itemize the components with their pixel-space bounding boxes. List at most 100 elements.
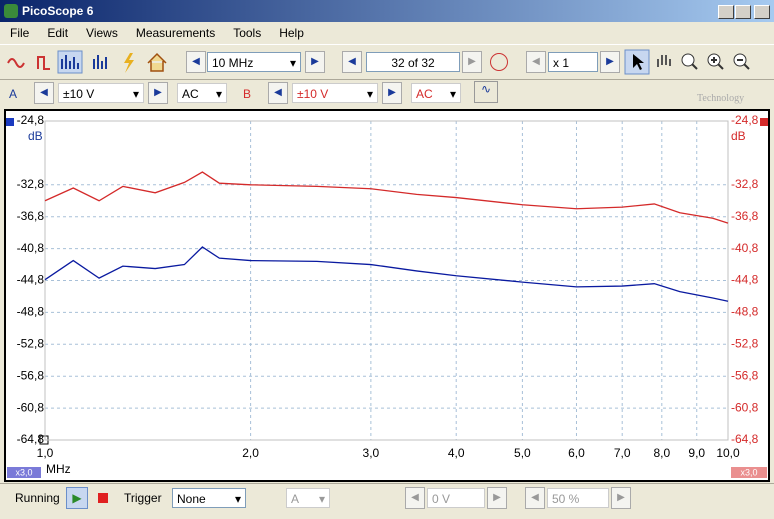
x-tick-label: 2,0 [242,446,259,460]
y2-tick-label: -24,8 [731,113,759,127]
menu-item[interactable]: Edit [47,26,69,40]
trigger-label: Trigger [124,491,162,505]
y-unit-label: dB [28,129,43,143]
buffer-prev[interactable]: ◀ [342,51,362,73]
trace [44,171,729,224]
trigger-level: 0 V [427,488,485,508]
x-tick-label: 5,0 [514,446,531,460]
maximize-button[interactable] [735,5,751,19]
buffer-navigator[interactable] [490,53,508,71]
advanced-options[interactable]: ∿ [474,81,498,103]
start-button[interactable]: ▶ [66,487,88,509]
zoom-up[interactable]: ▶ [600,51,620,73]
menu-bar: File Edit Views Measurements Tools Help [0,22,774,44]
app-icon [4,4,18,18]
pre-trigger-up[interactable]: ▶ [611,487,631,509]
trigger-level-up[interactable]: ▶ [487,487,507,509]
channel-b-range[interactable]: ±10 V ▾ [292,83,378,103]
y2-unit-label: dB [731,129,746,143]
y2-tick-label: -36,8 [731,209,759,223]
x-tick-label: 4,0 [448,446,465,460]
channel-toolbar: A ◀ ±10 V ▾ ▶ AC ▾ B ◀ ±10 V ▾ ▶ AC ▾ ∿ Tech… [0,78,774,108]
y-tick-label: -32,8 [17,177,45,191]
channel-a-range[interactable]: ±10 V ▾ [58,83,144,103]
zoom-down[interactable]: ◀ [526,51,546,73]
trace [44,246,729,302]
y-tick-label: -48,8 [17,305,45,319]
pre-trigger: 50 % [547,488,609,508]
y-tick-label: -40,8 [17,241,45,255]
chart: -24,8 -24,8 -32,8 -32,8 -36,8 -36,8 -40,8 -40,8… [4,109,770,482]
buffer-next[interactable]: ▶ [462,51,482,73]
x-tick-label: 6,0 [568,446,585,460]
channel-b-range-down[interactable]: ◀ [268,82,288,104]
x-scale-label: x3,0 [15,467,32,477]
y2-tick-label: -64,8 [731,432,759,446]
zoom-tools [624,49,750,75]
trigger-channel[interactable]: A ▾ [286,488,330,508]
y2-tick-label: -44,8 [731,273,759,287]
x-tick-label: 3,0 [363,446,380,460]
channel-b-coupling-value: AC [416,87,433,101]
zoom-value: x 1 [548,52,598,72]
y-tick-label: -56,8 [17,368,45,382]
y-tick-label: -24,8 [17,113,45,127]
run-state: Running [15,491,60,505]
y2-tick-label: -48,8 [731,305,759,319]
toolbar: ◀ 10 MHz ▾ ▶ ◀ 32 of 32 ▶ ◀ x 1 ▶ [0,44,774,80]
close-button[interactable] [754,5,770,19]
pre-trigger-down[interactable]: ◀ [525,487,545,509]
x-scale-badge [7,467,41,478]
trigger-channel-value: A [291,492,300,506]
y-tick-label: -60,8 [17,400,45,414]
channel-a-range-down[interactable]: ◀ [34,82,54,104]
channel-a-coupling[interactable]: AC ▾ [177,83,227,103]
x-tick-label: 10,0 [716,446,740,460]
y-tick-label: -36,8 [17,209,45,223]
timebase-down[interactable]: ◀ [186,51,206,73]
y2-tick-label: -40,8 [731,241,759,255]
menu-item[interactable]: Measurements [135,26,216,40]
channel-a-range-up[interactable]: ▶ [148,82,168,104]
buffer-index: 32 of 32 [366,52,460,72]
channel-b-range-value: ±10 V [297,87,329,101]
channel-b-marker [760,118,768,126]
x2-scale-label: x3,0 [740,467,757,477]
x2-scale-badge [731,467,767,478]
timebase-value: 10 MHz [212,56,254,70]
y-tick-label: -52,8 [17,336,45,350]
channel-a-coupling-value: AC [182,87,199,101]
menu-item[interactable]: File [10,26,30,40]
channel-a-marker [6,118,14,126]
x-tick-label: 8,0 [653,446,670,460]
y2-tick-label: -32,8 [731,177,759,191]
y2-tick-label: -52,8 [731,336,759,350]
y-tick-label: -44,8 [17,273,45,287]
plot-border [44,120,729,441]
menu-item[interactable]: Views [86,26,118,40]
channel-b-range-up[interactable]: ▶ [382,82,402,104]
chart-frame [4,109,770,482]
channel-b-coupling[interactable]: AC ▾ [411,83,461,103]
timebase-select[interactable]: 10 MHz ▾ [207,52,301,72]
timebase-up[interactable]: ▶ [305,51,325,73]
y-tick-label: -64,8 [17,432,45,446]
minimize-button[interactable] [718,5,734,19]
trigger-mode-value: None [177,492,206,506]
menu-item[interactable]: Tools [233,26,262,40]
trigger-level-down[interactable]: ◀ [405,487,425,509]
menu-item[interactable]: Help [279,26,304,40]
y2-tick-label: -60,8 [731,400,759,414]
x-tick-label: 7,0 [614,446,631,460]
channel-a-label: A [9,87,18,101]
logo-text: Technology [697,93,745,104]
y2-tick-label: -56,8 [731,368,759,382]
stop-button[interactable] [98,493,108,503]
x-tick-label: 9,0 [688,446,705,460]
title-bar: PicoScope 6 [0,0,774,22]
trigger-mode[interactable]: None ▾ [172,488,246,508]
status-bar: Running ▶ Trigger None ▾ A ▾ ◀ 0 V ▶ ◀ 50 … [0,483,774,511]
channel-a-range-value: ±10 V [63,87,95,101]
toolbar-icons [7,50,167,74]
